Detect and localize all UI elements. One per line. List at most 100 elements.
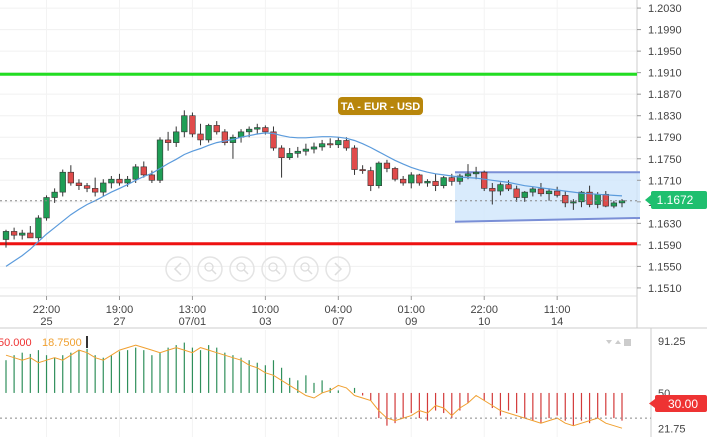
candle (310, 142, 318, 154)
indicator-panel-controls[interactable] (606, 339, 631, 346)
candle-body-up (156, 139, 164, 181)
candle-body-down (416, 174, 423, 184)
candle-body-up (521, 191, 528, 198)
candle (456, 173, 464, 185)
candle-body-up (375, 162, 382, 186)
candle (554, 186, 561, 198)
zoom-in-icon[interactable] (197, 256, 223, 282)
candle-body-up (43, 197, 50, 219)
candle (213, 121, 220, 135)
price-tick-label: 1.1910 (648, 68, 682, 80)
candle-body-up (578, 191, 585, 203)
legend-cursor-icon (86, 336, 88, 348)
indicator-value-upper: 50.000 (0, 337, 32, 349)
time-tick-label: 11:00 (544, 304, 571, 316)
candle-body-down (367, 170, 374, 186)
candle-body-up (124, 178, 131, 184)
zoom-fit-icon-glyph (300, 262, 310, 272)
candle-body-up (205, 125, 212, 141)
candle-body-up (294, 150, 301, 154)
candle (375, 161, 382, 189)
candle (537, 182, 545, 197)
candle (92, 177, 99, 197)
candle (140, 161, 147, 178)
candle-body-up (464, 173, 472, 177)
indicator-tick-label: 91.25 (658, 336, 686, 348)
zoom-in-icon-glyph-handle (211, 269, 217, 275)
candle-body-up (51, 191, 58, 198)
scroll-right-icon[interactable] (325, 256, 351, 282)
zoom-fit-icon[interactable] (293, 256, 319, 282)
candle-body-up (408, 174, 415, 184)
candle-body-down (67, 171, 74, 184)
candles-layer (2, 110, 626, 248)
collapse-panel-icon[interactable] (606, 340, 612, 344)
candle-body-down (92, 188, 99, 193)
symbol-annotation[interactable]: TA - EUR - USD (338, 97, 423, 115)
time-tick-label: 19:00 (106, 304, 134, 316)
candle-body-up (545, 190, 553, 195)
candle (513, 185, 520, 202)
time-tick-label: 22:00 (33, 304, 61, 316)
candle-body-down (505, 184, 512, 190)
candle-body-down (189, 115, 196, 135)
candle-body-down (351, 147, 358, 170)
candle (83, 182, 91, 193)
candle-body-up (529, 188, 536, 193)
candle (100, 179, 107, 197)
channel-bottom-line[interactable] (454, 216, 641, 223)
candle-body-down (448, 177, 455, 182)
candle (10, 227, 18, 240)
settings-panel-icon[interactable] (615, 340, 621, 344)
candle-body-up (2, 231, 10, 240)
candle (545, 188, 553, 201)
candle (278, 145, 285, 178)
candle-body-up (310, 146, 318, 150)
candle-body-up (497, 184, 504, 192)
indicator-tick-label: 21.75 (658, 424, 686, 436)
scroll-left-icon[interactable] (165, 256, 191, 282)
candle-body-up (132, 166, 139, 180)
candle-body-down (327, 143, 334, 146)
candle-body-up (59, 171, 66, 193)
scroll-left-icon-outline (165, 256, 191, 282)
candle-body-up (286, 153, 293, 158)
candle (343, 137, 350, 151)
candle (610, 200, 618, 209)
candle (359, 165, 366, 174)
candle-body-up (181, 115, 188, 133)
candle (197, 123, 204, 146)
indicator-value-lower: 18.7500 (42, 337, 82, 349)
close-panel-icon[interactable] (624, 339, 631, 346)
candle (221, 129, 228, 146)
candle (472, 166, 480, 180)
candle-body-up (424, 181, 431, 184)
price-tick-label: 1.1950 (648, 46, 682, 58)
level-badge-bg (655, 395, 707, 412)
candle (586, 185, 593, 208)
zoom-out-icon[interactable] (261, 256, 287, 282)
candle-body-down (391, 168, 399, 180)
zoom-reset-icon[interactable] (229, 256, 255, 282)
candle-body-down (140, 166, 147, 176)
candle (521, 191, 528, 202)
candle-body-down (164, 139, 172, 143)
zoom-fit-icon-outline (293, 256, 319, 282)
moving-average-line (5, 132, 623, 267)
candle-body-down (343, 140, 350, 149)
symbol-annotation-text: TA - EUR - USD (341, 101, 420, 113)
candle (440, 175, 447, 189)
indicator-line (5, 344, 623, 429)
candle (400, 175, 407, 186)
horizontal-lines[interactable] (0, 72, 637, 246)
candle (529, 186, 536, 197)
candle (286, 148, 293, 160)
last-price-badge-bg (651, 191, 707, 209)
zoom-reset-icon-glyph-handle (243, 269, 249, 275)
candle (116, 173, 123, 186)
candle (391, 166, 399, 182)
candle-body-up (35, 217, 42, 239)
candle-body-down (562, 195, 569, 204)
symbol-annotation-bg (338, 97, 423, 115)
